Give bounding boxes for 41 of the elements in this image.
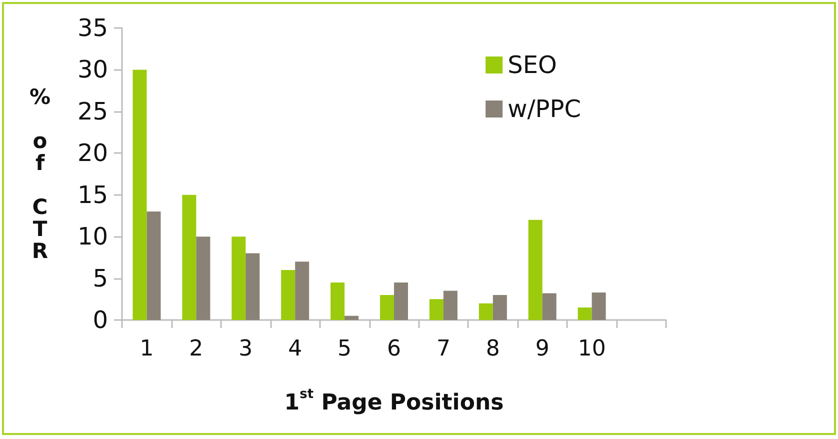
bar	[492, 294, 507, 320]
x-tick-label: 7	[436, 336, 450, 362]
bar	[196, 236, 210, 320]
y-axis-title: % of CTR	[29, 85, 51, 263]
legend-label: w/PPC	[508, 95, 582, 123]
y-tick-label: 15	[77, 180, 108, 209]
x-tick-label: 1	[140, 336, 154, 362]
bar	[394, 282, 408, 320]
x-tick-label: 8	[486, 336, 500, 362]
y-tick-label: 30	[77, 56, 108, 84]
legend-label: SEO	[508, 51, 557, 79]
x-tick-label: 4	[288, 336, 302, 362]
bar	[330, 282, 345, 320]
bar	[295, 262, 310, 320]
x-tick-label: 3	[238, 336, 253, 362]
bar	[344, 316, 359, 320]
x-tick-label: 5	[338, 336, 352, 362]
bar	[592, 292, 606, 320]
y-tick-label: 0	[92, 306, 108, 334]
x-tick-label: 2	[189, 336, 204, 362]
bar	[528, 220, 542, 320]
y-tick-label: 20	[77, 139, 108, 168]
x-tick-label: 6	[387, 336, 401, 362]
bar	[146, 212, 161, 320]
y-tick-label: 25	[77, 97, 108, 126]
bar	[132, 70, 147, 320]
bar	[232, 236, 246, 320]
bar	[578, 307, 592, 320]
y-tick-label: 5	[92, 264, 108, 292]
x-tick-label: 10	[578, 336, 606, 362]
bar	[182, 194, 196, 320]
bar	[478, 303, 493, 320]
x-tick-label: 9	[535, 336, 550, 362]
bar	[281, 270, 296, 320]
y-tick-label: 35	[77, 14, 108, 42]
bar	[443, 290, 458, 320]
bar	[246, 253, 260, 320]
bar	[542, 293, 556, 320]
bar	[380, 294, 394, 320]
bar	[429, 299, 444, 320]
y-tick-label: 10	[77, 222, 108, 251]
